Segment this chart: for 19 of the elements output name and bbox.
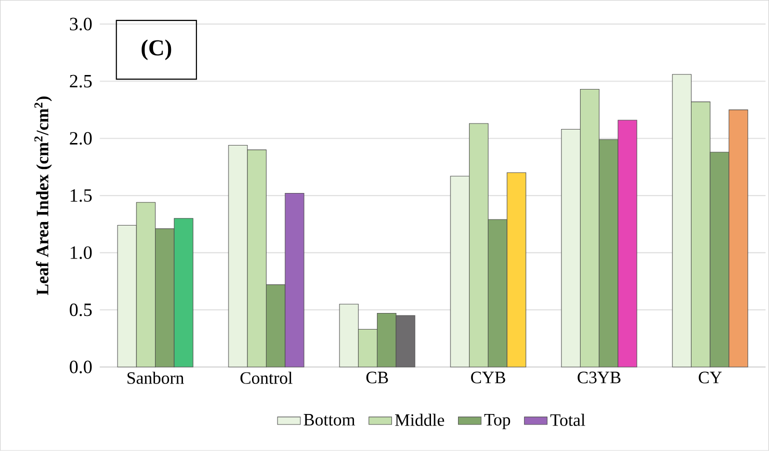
legend-label: Total — [550, 414, 586, 426]
y-tick-label: 0.0 — [70, 360, 92, 374]
y-tick-label: 1.5 — [70, 189, 92, 202]
legend-label: Bottom — [304, 414, 356, 426]
legend-label: Top — [484, 414, 510, 430]
x-tick-label: Control — [240, 372, 292, 384]
y-tick-label: 2.5 — [70, 75, 92, 88]
x-tick-label: CB — [366, 372, 388, 384]
y-axis-title: Leaf Area Index (cm$^{2}$/cm$^{2}$) — [34, 96, 52, 296]
x-tick-label: CY — [698, 372, 722, 384]
x-tick-label: C3YB — [578, 372, 620, 384]
y-tick-label: 1.0 — [70, 246, 92, 260]
y-tick-label: 2.0 — [70, 132, 92, 145]
x-tick-label: Sanborn — [128, 372, 184, 384]
y-tick-label: 0.5 — [70, 304, 92, 316]
y-tick-label: 3.0 — [70, 18, 92, 31]
annotation: (C) — [142, 40, 172, 60]
x-tick-label: CYB — [471, 372, 506, 384]
legend-label: Middle — [395, 414, 444, 426]
